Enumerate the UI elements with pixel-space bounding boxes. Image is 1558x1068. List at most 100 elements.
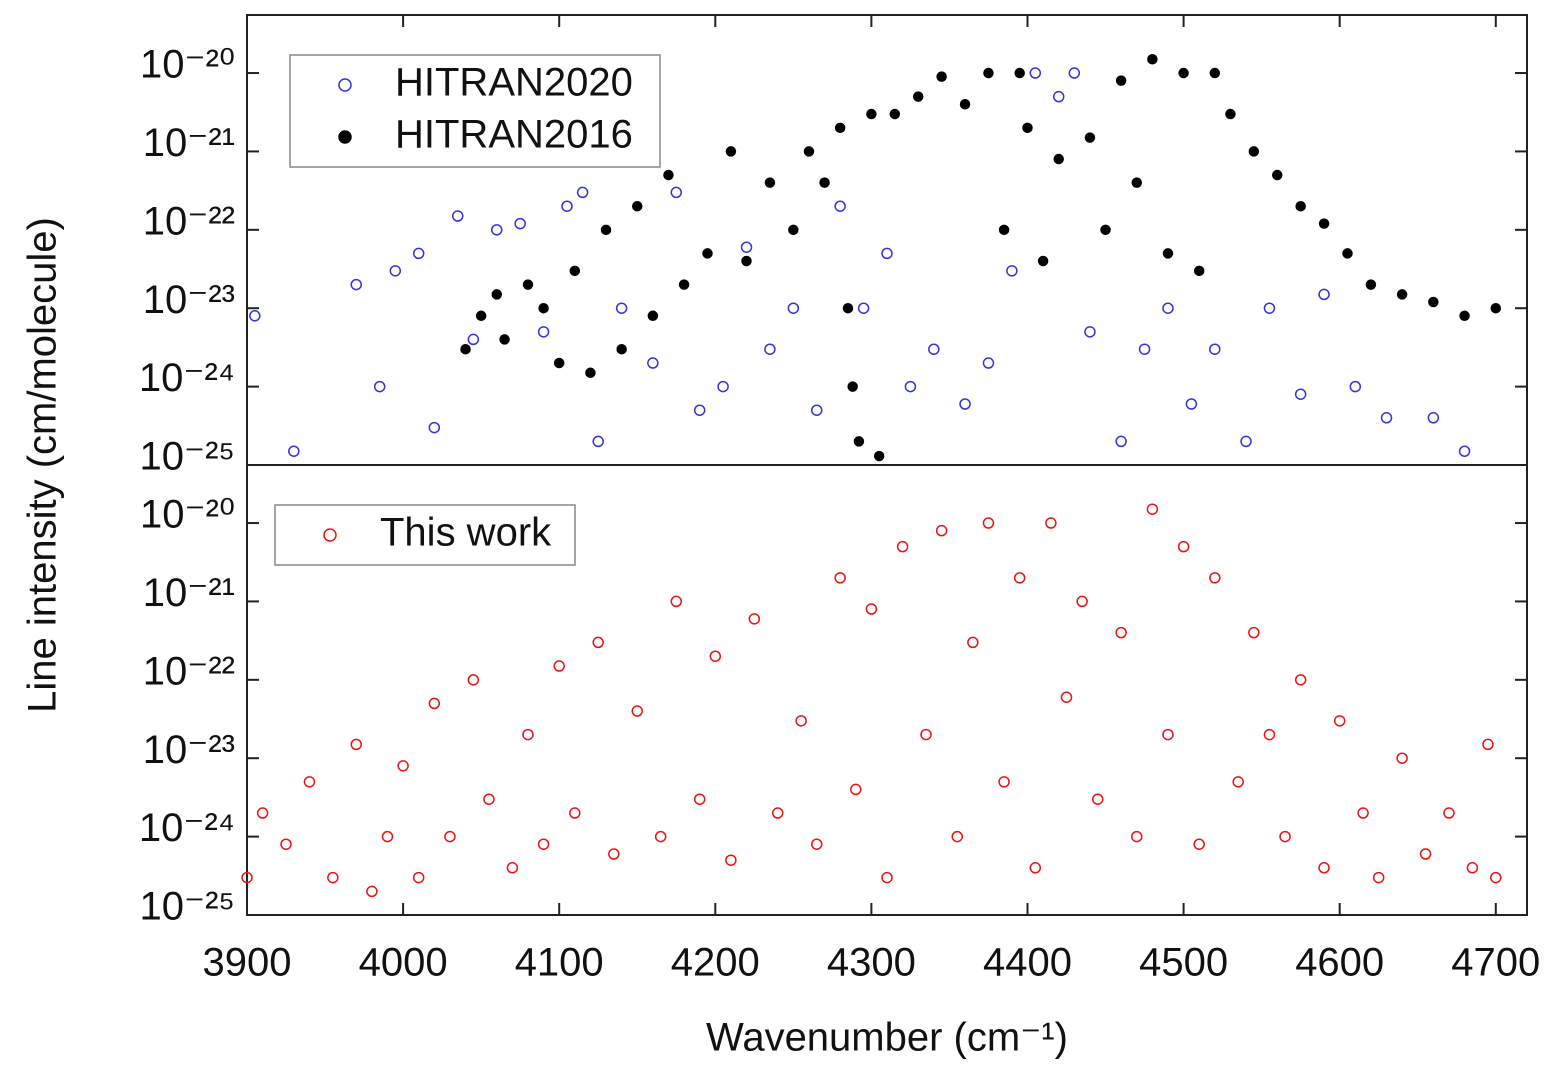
data-point [553, 660, 565, 672]
data-point [764, 177, 776, 188]
data-point [1193, 838, 1205, 850]
data-point [412, 871, 425, 884]
x-axis-label: Wavenumber (cm⁻¹) [706, 1016, 1068, 1060]
x-tick-label: 4000 [359, 941, 448, 985]
data-point [592, 435, 604, 448]
data-point [467, 333, 480, 346]
data-point [1458, 445, 1471, 457]
data-point [537, 838, 550, 850]
data-point [460, 343, 471, 355]
data-point [795, 715, 807, 727]
data-point [1380, 412, 1393, 424]
data-point [717, 380, 729, 393]
data-point [842, 302, 854, 314]
data-point [412, 247, 425, 260]
data-point [1209, 67, 1221, 79]
y-tick-label: 10⁻²⁵ [139, 885, 235, 929]
data-point [748, 613, 761, 625]
data-point [741, 255, 752, 267]
x-tick-label: 4300 [827, 941, 916, 985]
y-axis-label: Line intensity (cm/molecule) [21, 217, 65, 713]
data-point [693, 793, 706, 805]
data-point [1490, 871, 1502, 884]
data-point [631, 200, 643, 212]
data-point [1084, 132, 1096, 143]
x-tick-label: 3900 [203, 941, 292, 985]
data-point [740, 241, 753, 253]
data-point [663, 169, 674, 181]
data-point [491, 289, 503, 300]
y-tick-label: 10⁻²⁴ [139, 356, 235, 400]
data-point [1209, 343, 1221, 355]
data-point [592, 636, 604, 649]
data-point [1357, 807, 1369, 819]
data-point [936, 71, 947, 82]
data-point [1193, 265, 1205, 277]
data-point [1052, 90, 1065, 103]
data-point [1162, 248, 1174, 259]
data-point [585, 367, 596, 379]
data-point [881, 871, 893, 884]
data-point [1365, 279, 1377, 290]
data-point [1045, 517, 1057, 529]
data-point [811, 838, 823, 850]
data-point [514, 217, 526, 230]
data-point [1443, 807, 1455, 819]
legend-box [274, 504, 576, 566]
data-point [256, 807, 269, 819]
data-point [647, 310, 659, 322]
data-point [1248, 146, 1260, 157]
data-point [1115, 626, 1127, 639]
data-point [373, 380, 386, 393]
y-tick-label: 10⁻²² [143, 199, 235, 243]
data-point [1349, 380, 1362, 393]
data-point [561, 200, 573, 212]
data-point [959, 98, 971, 110]
data-point [1248, 626, 1260, 639]
data-point [920, 728, 932, 741]
data-point [1271, 169, 1283, 181]
data-point [847, 381, 858, 392]
data-point [1131, 177, 1143, 188]
legend-marker [338, 130, 352, 144]
data-point [366, 885, 378, 898]
data-point [522, 279, 534, 290]
y-tick-label: 10⁻²⁰ [140, 493, 235, 537]
data-point [1490, 302, 1502, 314]
data-point [896, 540, 909, 553]
data-point [654, 830, 667, 843]
data-point [1146, 503, 1159, 515]
data-point [725, 854, 737, 866]
data-point [670, 186, 683, 199]
data-point [904, 380, 917, 393]
data-point [928, 343, 940, 355]
data-point [1232, 776, 1244, 788]
data-point [1138, 343, 1151, 355]
data-point [834, 572, 846, 584]
data-point [982, 517, 995, 529]
data-point [569, 807, 581, 819]
data-point [303, 776, 316, 788]
data-point [764, 343, 776, 355]
data-point [1225, 108, 1236, 120]
data-point [350, 738, 363, 751]
data-point [381, 830, 394, 843]
legend-label: HITRAN2016 [395, 113, 633, 157]
data-point [1014, 67, 1025, 79]
data-point [444, 830, 456, 843]
data-point [1091, 793, 1104, 805]
data-point [889, 108, 901, 120]
data-point [1396, 289, 1408, 300]
data-point [1459, 310, 1470, 322]
y-tick-label: 10⁻²² [143, 649, 235, 693]
data-point [702, 248, 713, 259]
data-point [327, 871, 339, 884]
data-point [1428, 296, 1439, 308]
data-point [576, 186, 589, 199]
data-point [600, 224, 612, 236]
data-point [912, 91, 924, 102]
data-point [647, 357, 659, 369]
data-point [1177, 540, 1190, 553]
y-tick-label: 10⁻²¹ [143, 121, 235, 165]
data-point [1068, 67, 1081, 79]
